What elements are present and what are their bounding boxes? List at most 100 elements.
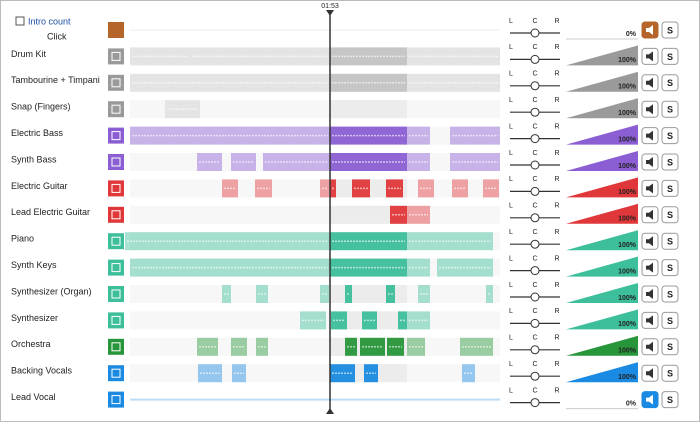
track-icon-glyph	[111, 131, 121, 141]
track-icon-glyph	[111, 395, 121, 405]
solo-label: S	[667, 52, 673, 62]
clip[interactable]	[407, 47, 500, 66]
pan-label: L	[509, 229, 513, 236]
volume-slider[interactable]	[566, 124, 638, 145]
track-icon-glyph	[111, 236, 121, 246]
pan-label: L	[509, 150, 513, 157]
mute-icon	[646, 157, 653, 167]
solo-button[interactable]	[661, 74, 679, 92]
track-icon-glyph	[111, 51, 121, 61]
clip[interactable]	[222, 285, 231, 303]
volume-slider[interactable]	[566, 256, 638, 277]
playhead-bottom	[326, 408, 334, 414]
pan-label: R	[554, 71, 559, 78]
volume-label: 100%	[618, 321, 637, 328]
volume-label: 100%	[618, 84, 637, 91]
clip[interactable]	[362, 311, 377, 330]
volume-slider[interactable]	[566, 177, 638, 198]
pan-knob[interactable]	[530, 266, 540, 276]
volume-slider[interactable]	[566, 45, 638, 66]
track-name: Tambourine + Timpani	[11, 75, 100, 85]
pan-knob[interactable]	[530, 28, 540, 38]
pan-label: R	[554, 387, 559, 394]
pan-label: R	[554, 18, 559, 25]
pan-knob[interactable]	[530, 213, 540, 223]
clip[interactable]	[407, 73, 500, 92]
volume-slider[interactable]	[566, 309, 638, 330]
volume-slider[interactable]	[566, 203, 638, 224]
clip[interactable]	[330, 398, 407, 401]
track-icon-glyph	[111, 183, 121, 193]
solo-button[interactable]	[661, 391, 679, 409]
track-name: Piano	[11, 234, 34, 244]
solo-button[interactable]	[661, 127, 679, 145]
pan-label: R	[554, 229, 559, 236]
pan-knob[interactable]	[530, 345, 540, 355]
volume-slider[interactable]	[566, 71, 638, 92]
intro-checkbox[interactable]	[15, 16, 25, 26]
solo-button[interactable]	[661, 259, 679, 277]
volume-label: 100%	[618, 110, 637, 117]
track-lane	[130, 100, 500, 119]
solo-label: S	[667, 316, 673, 326]
pan-label: C	[532, 123, 537, 130]
clip[interactable]	[407, 398, 500, 401]
clip[interactable]	[320, 285, 329, 303]
pan-knob[interactable]	[530, 54, 540, 64]
volume-slider[interactable]	[566, 362, 638, 383]
solo-button[interactable]	[661, 47, 679, 65]
mute-icon	[646, 104, 653, 115]
volume-label: 100%	[618, 295, 637, 302]
pan-knob[interactable]	[530, 292, 540, 302]
clip[interactable]	[398, 311, 407, 330]
solo-label: S	[667, 395, 673, 405]
solo-label: S	[667, 131, 673, 141]
pan-knob[interactable]	[530, 160, 540, 170]
pan-label: C	[532, 361, 537, 368]
solo-button[interactable]	[661, 206, 679, 224]
track-icon	[108, 180, 124, 197]
solo-button[interactable]	[661, 232, 679, 250]
pan-label: C	[532, 71, 537, 78]
track-lane	[130, 337, 500, 356]
solo-label: S	[667, 105, 673, 115]
track-icon	[108, 312, 124, 329]
pan-knob[interactable]	[530, 81, 540, 91]
clip[interactable]	[197, 337, 218, 356]
pan-knob[interactable]	[530, 186, 540, 196]
volume-slider[interactable]	[566, 98, 638, 119]
clip[interactable]	[130, 398, 330, 401]
clip[interactable]	[460, 337, 493, 356]
track-lane	[130, 285, 500, 303]
pan-knob[interactable]	[530, 239, 540, 249]
volume-slider[interactable]	[566, 283, 638, 303]
solo-button[interactable]	[661, 364, 679, 382]
volume-label: 0%	[626, 31, 637, 38]
pan-knob[interactable]	[530, 107, 540, 117]
track-icon	[108, 365, 124, 382]
volume-slider[interactable]	[566, 151, 638, 171]
pan-knob[interactable]	[530, 398, 540, 408]
pan-knob[interactable]	[530, 371, 540, 381]
solo-button[interactable]	[661, 100, 679, 118]
pan-knob[interactable]	[530, 318, 540, 328]
track-icon	[108, 154, 124, 170]
solo-button[interactable]	[661, 21, 679, 39]
track-name: Synthesizer	[11, 313, 58, 323]
track-icon-glyph	[111, 315, 121, 325]
pan-label: L	[509, 361, 513, 368]
track-icon-glyph	[111, 78, 121, 88]
solo-button[interactable]	[661, 338, 679, 356]
solo-label: S	[667, 342, 673, 352]
solo-button[interactable]	[661, 285, 679, 303]
solo-button[interactable]	[661, 153, 679, 171]
clip[interactable]	[386, 285, 395, 303]
solo-button[interactable]	[661, 311, 679, 329]
volume-slider[interactable]	[566, 230, 638, 251]
volume-slider[interactable]	[566, 335, 638, 356]
solo-button[interactable]	[661, 179, 679, 197]
volume-label: 100%	[618, 348, 637, 355]
mute-icon	[646, 25, 653, 35]
track-name: Drum Kit	[11, 49, 47, 59]
pan-knob[interactable]	[530, 134, 540, 144]
